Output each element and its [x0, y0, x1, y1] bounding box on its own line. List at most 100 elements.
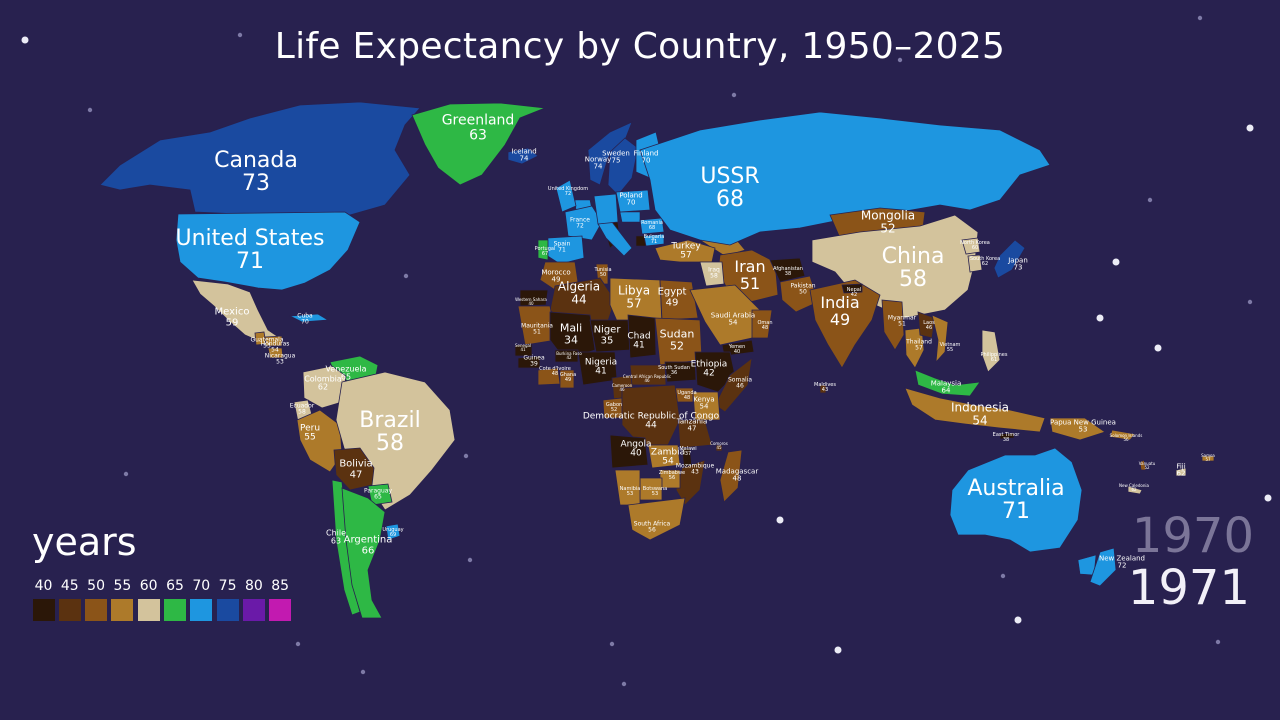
country-name: Saudi Arabia — [710, 311, 756, 320]
country-shape-vanuatu — [1139, 459, 1147, 471]
country-shape-argentina — [341, 487, 386, 619]
country-value: 45 — [716, 445, 722, 450]
country-name: Fiji — [1176, 462, 1186, 471]
country-name: Tunisia — [594, 266, 612, 273]
land-fragment — [619, 211, 641, 223]
country-name: Mali — [559, 321, 583, 335]
country-value: 56 — [648, 527, 656, 534]
country-name: Vanuatu — [1138, 460, 1156, 466]
country-shape-iceland — [507, 147, 539, 165]
legend-item-label: 45 — [60, 578, 79, 594]
country-value: 71 — [558, 247, 566, 254]
legend-item: 60 — [135, 578, 162, 621]
country-name: Thailand — [906, 338, 932, 346]
country-name: Laos — [923, 319, 935, 326]
previous-year-label: 1970 — [1131, 508, 1254, 564]
country-name: Uganda — [677, 389, 697, 396]
country-label: Bolivia 47 — [339, 459, 372, 481]
country-label: North Korea 60 — [960, 240, 990, 252]
country-value: 49 — [564, 377, 572, 383]
country-shape-portugal — [537, 239, 549, 261]
country-value: 39 — [530, 361, 538, 368]
country-value: 62 — [1131, 487, 1137, 492]
country-label: Honduras 54 — [261, 341, 290, 355]
country-label: Mali 34 — [560, 322, 582, 345]
country-value: 46 — [736, 383, 744, 390]
country-value: 48 — [732, 475, 742, 483]
country-label: Mozambique 43 — [676, 463, 714, 477]
star-dot — [731, 92, 737, 98]
country-name: New Caledonia — [1119, 482, 1149, 488]
country-value: 47 — [349, 469, 363, 480]
country-label: Iceland 74 — [511, 148, 536, 164]
country-label: Solomon Islands 56 — [1110, 433, 1143, 442]
country-name: Portugal — [534, 245, 556, 252]
country-label: Spain 71 — [554, 241, 571, 255]
country-label: France 72 — [570, 217, 590, 231]
country-value: 73 — [242, 171, 270, 196]
country-name: Zimbabwe — [658, 469, 686, 476]
star-dot — [1112, 258, 1120, 266]
country-label: Portugal 67 — [534, 245, 556, 258]
country-value: 53 — [263, 343, 271, 350]
country-value: 61 — [990, 357, 998, 363]
country-shape-angola — [609, 434, 649, 469]
country-name: Chile — [325, 528, 347, 538]
country-label: Vanuatu 52 — [1138, 460, 1156, 470]
country-name: Tanzania — [676, 417, 708, 426]
country-value: 53 — [1078, 426, 1088, 434]
legend-item-label: 75 — [218, 578, 237, 594]
country-label: Sudan 52 — [660, 328, 695, 351]
legend-swatch — [137, 599, 160, 621]
country-label: Nepal 42 — [847, 287, 861, 299]
legend-item-label: 70 — [192, 578, 211, 594]
country-value: 52 — [610, 407, 618, 413]
country-name: Madagascar — [715, 467, 759, 476]
legend-swatch — [58, 599, 81, 621]
country-shape-oman — [751, 309, 773, 339]
country-shape-nicaragua — [267, 347, 284, 359]
country-label: Mauritania 51 — [521, 323, 553, 337]
country-label: Cameroon 46 — [612, 383, 633, 392]
country-shape-kenya — [692, 391, 721, 421]
country-name: USSR — [700, 163, 760, 189]
country-label: Vietnam 55 — [940, 342, 961, 354]
country-value: 58 — [298, 409, 306, 416]
star-dot — [1014, 616, 1022, 624]
color-legend: 40 45 50 55 60 65 70 75 80 85 — [30, 578, 300, 628]
country-shape-ghana — [559, 369, 575, 389]
country-shape-laos — [917, 311, 936, 339]
country-value: 47 — [687, 425, 697, 433]
legend-swatch — [164, 599, 186, 621]
country-name: Philippines — [980, 351, 1008, 358]
star-dot — [1096, 314, 1104, 322]
country-name: Brazil — [359, 407, 421, 433]
country-name: Ecuador — [289, 402, 315, 410]
country-value: 72 — [1117, 562, 1127, 570]
country-shape-comoros — [715, 444, 723, 452]
country-label: Oman 48 — [757, 319, 773, 332]
country-name: China — [881, 243, 945, 269]
country-name: Kenya — [693, 395, 715, 404]
country-name: Oman — [757, 319, 773, 326]
country-value: 42 — [850, 292, 858, 298]
country-value: 74 — [593, 163, 603, 171]
country-value: 48 — [683, 395, 691, 401]
country-shape-north-korea — [961, 237, 981, 255]
legend-item-label: 65 — [166, 578, 184, 594]
country-name: Yemen — [728, 343, 746, 350]
country-label: Zimbabwe 56 — [658, 469, 686, 482]
country-shape-honduras — [264, 335, 283, 347]
country-name: Malaysia — [930, 379, 962, 388]
country-shape-samoa — [1201, 455, 1215, 462]
country-value: 58 — [710, 273, 718, 280]
country-value: 52 — [670, 339, 684, 352]
country-shape-south-africa — [627, 497, 686, 541]
country-name: Venezuela — [325, 364, 367, 374]
country-label: South Sudan 36 — [658, 365, 690, 377]
country-label: Cuba 70 — [297, 313, 312, 327]
country-value: 49 — [665, 297, 679, 308]
current-year-label: 1971 — [1127, 560, 1250, 616]
country-value: 68 — [715, 187, 744, 212]
